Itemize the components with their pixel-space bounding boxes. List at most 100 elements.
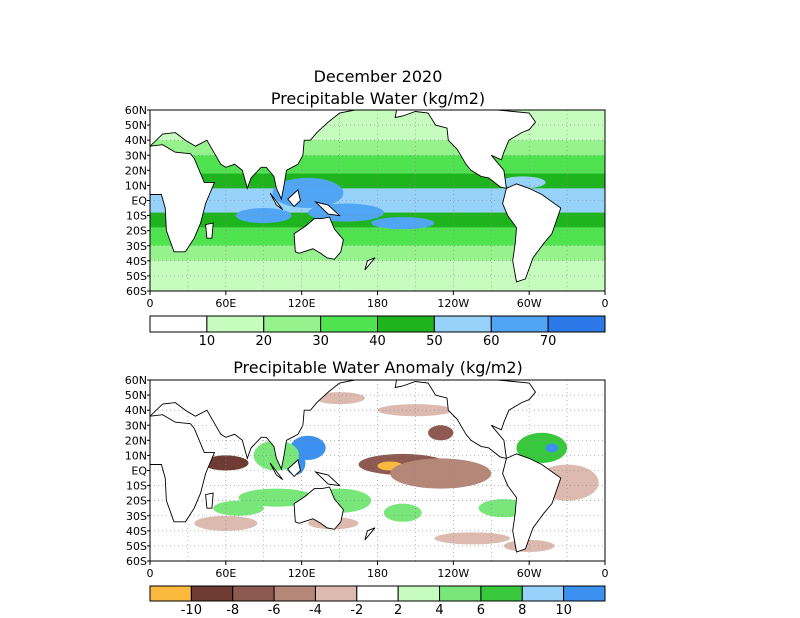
lat-tick-label: 40S [126,255,147,268]
colorbar-swatch-9 [521,585,565,602]
lat-tick-label: 20N [125,164,147,177]
lon-tick-label: 0 [147,567,154,580]
landmass-8 [394,110,537,189]
colorbar-label: 8 [518,603,526,618]
lat-tick-label: 40N [125,404,147,417]
lat-tick-label: 50N [125,119,147,132]
lat-tick-label: 60N [125,104,147,117]
colorbar-label: 10 [555,603,572,618]
colorbar-label: 6 [477,603,485,618]
lon-tick-label: 60W [517,567,542,580]
landmass-4 [269,192,284,210]
lon-tick-label: 0 [147,297,154,310]
lon-tick-label: 60E [215,567,236,580]
colorbar-swatch-6 [397,585,441,602]
lat-tick-label: 30N [125,419,147,432]
colorbar-label: 70 [540,334,557,349]
colorbar-label: 40 [369,334,386,349]
colorbar-swatch-5 [433,315,492,333]
colorbar-swatch-0 [149,585,192,602]
bottom-colorbar: -10 -8 -6 -4 -2 2 4 6 8 10 [149,585,606,618]
lat-tick-label: 20S [126,225,147,238]
colorbar-label: -10 [181,603,202,618]
colorbar-swatch-2 [263,315,322,333]
colorbar-swatch-6 [490,315,549,333]
landmass-4 [269,462,284,480]
landmass-1 [150,380,355,471]
lat-tick-label: 10S [126,210,147,223]
landmass-3 [293,216,344,260]
landmass-2 [205,492,214,509]
colorbar-swatch-10 [563,585,606,602]
lat-tick-label: 50S [126,270,147,283]
colorbar-label: 30 [312,334,329,349]
landmass-9 [502,453,562,553]
lat-tick-label: 30N [125,149,147,162]
field-blob-7 [428,425,454,441]
coastlines [150,110,568,283]
landmass-6 [314,471,341,487]
lat-tick-label: 60S [126,285,147,298]
lon-tick-label: 60W [517,297,542,310]
field-blob-21 [383,503,422,522]
lon-tick-label: 180 [367,567,388,580]
landmass-5 [287,459,301,478]
field-blob-12 [238,488,315,507]
colorbar-swatch-5 [356,585,399,602]
landmass-7 [364,257,376,271]
field-blob-6 [390,458,492,489]
landmass-9 [502,183,562,283]
colorbar-swatch-4 [314,585,358,602]
lat-tick-label: 40S [126,525,147,538]
field-blob-9 [545,443,559,453]
pw-band-7 [150,245,605,261]
lat-tick-label: 60N [125,374,147,387]
colorbar-swatch-1 [206,315,265,333]
colorbar-label: -8 [226,603,239,618]
colorbar-swatch-4 [377,315,435,333]
landmass-2 [205,222,214,239]
lat-tick-label: EQ [131,465,147,478]
colorbar-label: 60 [483,334,500,349]
colorbar-swatch-7 [439,585,482,602]
landmass-5 [287,189,301,208]
lat-tick-label: 50N [125,389,147,402]
lat-tick-label: 20S [126,495,147,508]
pw-band-6 [150,227,605,246]
lat-tick-label: 50S [126,540,147,553]
colorbar-swatch-7 [547,315,606,333]
top-map-title-line2: Precipitable Water (kg/m2) [271,89,485,108]
colorbar-swatch-3 [320,315,378,333]
top-map-title-line1: December 2020 [314,67,443,86]
landmass-8 [394,380,537,459]
colorbar-swatch-0 [149,315,208,333]
colorbar-label: 10 [199,334,216,349]
colorbar-label: -2 [350,603,363,618]
landmass-7 [364,527,376,541]
field-blob-2 [235,208,292,224]
top-colorbar: 10 20 30 40 50 60 70 [149,315,606,349]
landmass-6 [314,201,341,217]
landmass-1 [150,110,355,201]
lon-tick-label: 120E [288,297,316,310]
bottom-map-title: Precipitable Water Anomaly (kg/m2) [233,358,523,377]
colorbar-label: 50 [426,334,443,349]
field-blob-16 [434,532,511,545]
coastlines [150,380,568,553]
lat-tick-label: 10S [126,480,147,493]
colorbar-label: 2 [394,603,402,618]
field-blob-3 [203,455,249,471]
colorbar-label: 20 [255,334,272,349]
landmass-3 [293,486,344,530]
lat-tick-label: 30S [126,240,147,253]
lat-tick-label: 40N [125,134,147,147]
colorbar-label: -4 [309,603,322,618]
lat-tick-label: 30S [126,510,147,523]
lon-tick-label: 120E [288,567,316,580]
colorbar-label: -6 [268,603,281,618]
lon-tick-label: 120W [437,297,469,310]
lon-tick-label: 0 [602,297,609,310]
